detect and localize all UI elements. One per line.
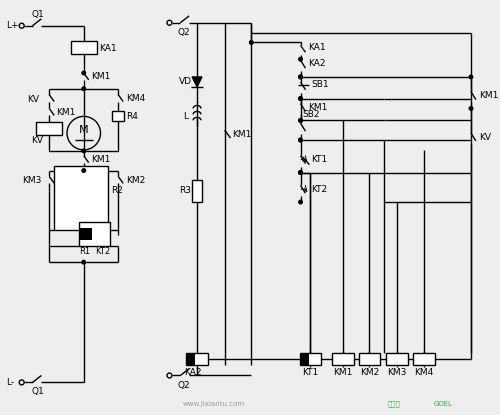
Text: KM3: KM3	[388, 368, 407, 377]
Bar	[79, 228, 92, 239]
Circle shape	[298, 119, 302, 122]
Text: L-: L-	[6, 378, 14, 387]
Bar	[413, 353, 434, 365]
Text: KT2: KT2	[96, 247, 110, 256]
Circle shape	[298, 171, 302, 174]
Text: KM1: KM1	[308, 103, 328, 112]
Bar	[36, 122, 62, 135]
Circle shape	[298, 57, 302, 61]
Text: www.jixiantu.com: www.jixiantu.com	[182, 401, 244, 407]
Text: KT1: KT1	[302, 368, 318, 377]
Text: KT1: KT1	[312, 155, 328, 164]
Text: M: M	[79, 125, 88, 135]
Text: KM1: KM1	[90, 155, 110, 164]
Polygon shape	[192, 77, 202, 87]
Text: KM2: KM2	[360, 368, 379, 377]
Bar	[54, 166, 108, 229]
Text: 接线图: 接线图	[388, 401, 400, 408]
Text: KV: KV	[479, 132, 491, 142]
Text: KM3: KM3	[22, 176, 41, 185]
Text: KA1: KA1	[308, 43, 326, 52]
Bar	[192, 181, 202, 202]
Text: Q1: Q1	[32, 387, 44, 396]
Text: KA2: KA2	[184, 368, 202, 377]
Text: KM1: KM1	[479, 91, 498, 100]
Text: KM4: KM4	[414, 368, 434, 377]
Circle shape	[298, 119, 302, 122]
Circle shape	[298, 138, 302, 142]
Bar	[71, 42, 96, 54]
Bar	[386, 353, 408, 365]
Circle shape	[82, 149, 86, 153]
Circle shape	[82, 260, 86, 264]
Circle shape	[469, 75, 473, 79]
Circle shape	[250, 41, 253, 44]
Bar	[186, 353, 195, 365]
Circle shape	[82, 71, 86, 75]
Text: KA2: KA2	[308, 59, 326, 68]
Text: R3: R3	[180, 186, 192, 195]
Text: Q2: Q2	[178, 28, 190, 37]
Bar	[332, 353, 353, 365]
Bar	[300, 353, 310, 365]
Bar	[79, 222, 110, 247]
Circle shape	[298, 171, 302, 174]
Text: KM1: KM1	[56, 108, 76, 117]
Text: R4: R4	[126, 112, 138, 121]
Text: SB2: SB2	[302, 110, 320, 119]
Text: KT2: KT2	[312, 185, 328, 194]
Circle shape	[298, 75, 302, 79]
Text: KM2: KM2	[126, 176, 146, 185]
Circle shape	[82, 87, 86, 90]
Text: VD: VD	[180, 77, 192, 86]
Text: SB1: SB1	[312, 81, 329, 89]
Text: R1: R1	[79, 247, 90, 256]
Bar	[358, 353, 380, 365]
Text: KM1: KM1	[90, 73, 110, 81]
Text: R2: R2	[112, 186, 123, 195]
Text: KV: KV	[32, 136, 44, 144]
Text: GOEL: GOEL	[434, 401, 452, 407]
Circle shape	[298, 138, 302, 142]
Text: Q2: Q2	[178, 381, 190, 390]
Bar	[300, 353, 321, 365]
Text: Q1: Q1	[32, 10, 44, 20]
Circle shape	[298, 75, 302, 79]
Circle shape	[298, 97, 302, 100]
Circle shape	[82, 169, 86, 172]
Text: L: L	[184, 112, 188, 121]
Text: L+: L+	[6, 21, 18, 30]
Text: KA1: KA1	[100, 44, 117, 53]
Bar	[186, 353, 208, 365]
Circle shape	[298, 97, 302, 100]
Text: KM1: KM1	[333, 368, 352, 377]
Circle shape	[298, 171, 302, 174]
Text: KV: KV	[28, 95, 40, 104]
Circle shape	[298, 200, 302, 204]
Text: KM1: KM1	[232, 129, 252, 139]
Bar	[112, 112, 124, 121]
Text: KM4: KM4	[126, 94, 146, 103]
Circle shape	[469, 107, 473, 110]
